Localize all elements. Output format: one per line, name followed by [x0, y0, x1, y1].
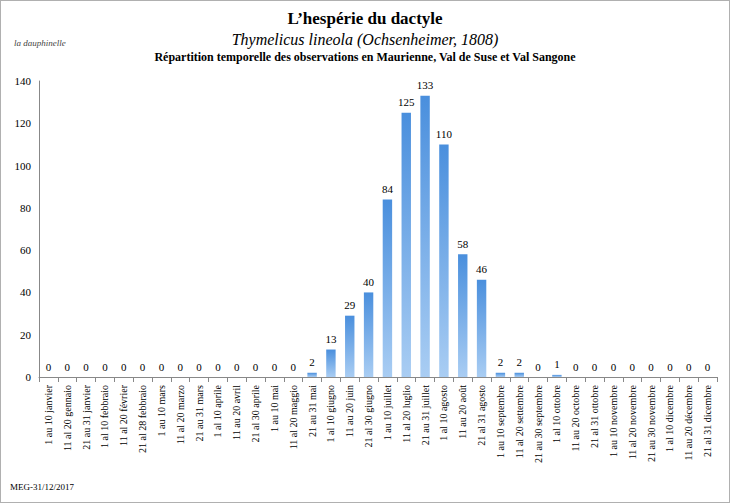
svg-text:Répartition temporelle des obs: Répartition temporelle des observations …: [154, 50, 576, 64]
svg-text:1 au 10 septembre: 1 au 10 septembre: [495, 384, 506, 458]
svg-text:0: 0: [573, 361, 579, 373]
svg-text:80: 80: [20, 202, 32, 214]
svg-text:13: 13: [325, 333, 337, 345]
svg-text:0: 0: [83, 361, 89, 373]
svg-text:21 au 31 juillet: 21 au 31 juillet: [420, 385, 431, 445]
svg-text:1 au 10 janvier: 1 au 10 janvier: [43, 384, 54, 444]
svg-text:100: 100: [15, 160, 32, 172]
svg-text:11 au 20 octobre: 11 au 20 octobre: [570, 384, 581, 451]
svg-text:1 al 10 febbraio: 1 al 10 febbraio: [99, 385, 110, 448]
svg-text:21 au 31 mai: 21 au 31 mai: [307, 385, 318, 437]
svg-text:21 al 30 giugno: 21 al 30 giugno: [363, 385, 374, 448]
svg-text:2: 2: [309, 356, 315, 368]
svg-text:110: 110: [436, 128, 453, 140]
svg-text:20: 20: [20, 329, 32, 341]
svg-text:0: 0: [592, 361, 598, 373]
svg-text:21 au 30 novembre: 21 au 30 novembre: [646, 384, 657, 461]
svg-text:21 al 31 ottobre: 21 al 31 ottobre: [589, 384, 600, 448]
svg-text:Thymelicus lineola (Ochsenheim: Thymelicus lineola (Ochsenheimer, 1808): [232, 31, 499, 49]
svg-text:0: 0: [648, 361, 654, 373]
svg-text:MEG-31/12/2017: MEG-31/12/2017: [10, 482, 74, 492]
svg-text:133: 133: [417, 79, 434, 91]
svg-text:0: 0: [234, 361, 240, 373]
svg-text:2: 2: [517, 356, 523, 368]
svg-text:0: 0: [215, 361, 221, 373]
svg-text:11 al 20 novembre: 11 al 20 novembre: [627, 384, 638, 459]
svg-text:1 al 10 agosto: 1 al 10 agosto: [438, 385, 449, 441]
svg-text:11 au 20 août: 11 au 20 août: [457, 385, 468, 439]
svg-text:21 au 31 janvier: 21 au 31 janvier: [81, 384, 92, 449]
svg-text:1 al 10 ottobre: 1 al 10 ottobre: [551, 384, 562, 443]
svg-text:11 al 20 marzo: 11 al 20 marzo: [175, 385, 186, 444]
svg-text:0: 0: [65, 361, 71, 373]
svg-text:1: 1: [554, 358, 560, 370]
svg-text:0: 0: [705, 361, 711, 373]
svg-text:11 au 20 avril: 11 au 20 avril: [231, 385, 242, 440]
svg-text:11 al 20 maggio: 11 al 20 maggio: [288, 385, 299, 449]
svg-text:0: 0: [121, 361, 127, 373]
svg-text:125: 125: [398, 96, 415, 108]
svg-text:60: 60: [20, 244, 32, 256]
svg-text:1 au 10 juillet: 1 au 10 juillet: [382, 385, 393, 440]
svg-text:1 al 10 dicembre: 1 al 10 dicembre: [664, 384, 675, 451]
svg-text:0: 0: [253, 361, 259, 373]
svg-text:0: 0: [178, 361, 184, 373]
svg-text:11 al 20 février: 11 al 20 février: [118, 384, 129, 446]
svg-text:0: 0: [667, 361, 673, 373]
svg-text:1 al 10 aprile: 1 al 10 aprile: [212, 384, 223, 437]
svg-text:46: 46: [476, 263, 488, 275]
svg-text:11 al 20 luglio: 11 al 20 luglio: [401, 385, 412, 443]
svg-text:0: 0: [140, 361, 146, 373]
svg-text:0: 0: [630, 361, 636, 373]
svg-text:0: 0: [196, 361, 202, 373]
svg-text:0: 0: [272, 361, 278, 373]
svg-text:1 au 10 mai: 1 au 10 mai: [269, 385, 280, 432]
svg-text:21 al 31 agosto: 21 al 31 agosto: [476, 385, 487, 446]
svg-text:11 al 20 gennaio: 11 al 20 gennaio: [62, 385, 73, 451]
svg-text:40: 40: [363, 276, 375, 288]
svg-text:0: 0: [26, 371, 32, 383]
svg-text:1 au 10 mars: 1 au 10 mars: [156, 385, 167, 436]
svg-text:29: 29: [344, 299, 356, 311]
svg-text:0: 0: [535, 361, 541, 373]
svg-text:21 al 30 aprile: 21 al 30 aprile: [250, 384, 261, 442]
svg-text:0: 0: [46, 361, 52, 373]
svg-text:0: 0: [159, 361, 165, 373]
svg-text:21 au 31 mars: 21 au 31 mars: [194, 385, 205, 441]
svg-text:0: 0: [291, 361, 297, 373]
svg-text:L’hespérie du dactyle: L’hespérie du dactyle: [287, 9, 443, 28]
svg-text:1 au 10 novembre: 1 au 10 novembre: [608, 384, 619, 456]
svg-text:21 al 31 dicembre: 21 al 31 dicembre: [702, 384, 713, 456]
svg-text:0: 0: [102, 361, 108, 373]
svg-text:120: 120: [15, 117, 32, 129]
svg-text:1 al 10 giugno: 1 al 10 giugno: [325, 385, 336, 443]
svg-text:84: 84: [382, 183, 394, 195]
svg-text:11 au 20 décembre: 11 au 20 décembre: [683, 384, 694, 460]
svg-text:2: 2: [498, 356, 504, 368]
svg-text:140: 140: [15, 75, 32, 87]
svg-text:0: 0: [611, 361, 617, 373]
svg-text:la dauphinelle: la dauphinelle: [14, 38, 66, 48]
svg-text:40: 40: [20, 286, 32, 298]
svg-text:21 al 28 febbraio: 21 al 28 febbraio: [137, 385, 148, 453]
svg-text:11 au 20 juin: 11 au 20 juin: [344, 385, 355, 437]
svg-text:58: 58: [457, 238, 469, 250]
svg-text:21 au 30 septembre: 21 au 30 septembre: [533, 384, 544, 463]
svg-text:11 al 20 settembre: 11 al 20 settembre: [514, 384, 525, 458]
svg-text:0: 0: [686, 361, 692, 373]
